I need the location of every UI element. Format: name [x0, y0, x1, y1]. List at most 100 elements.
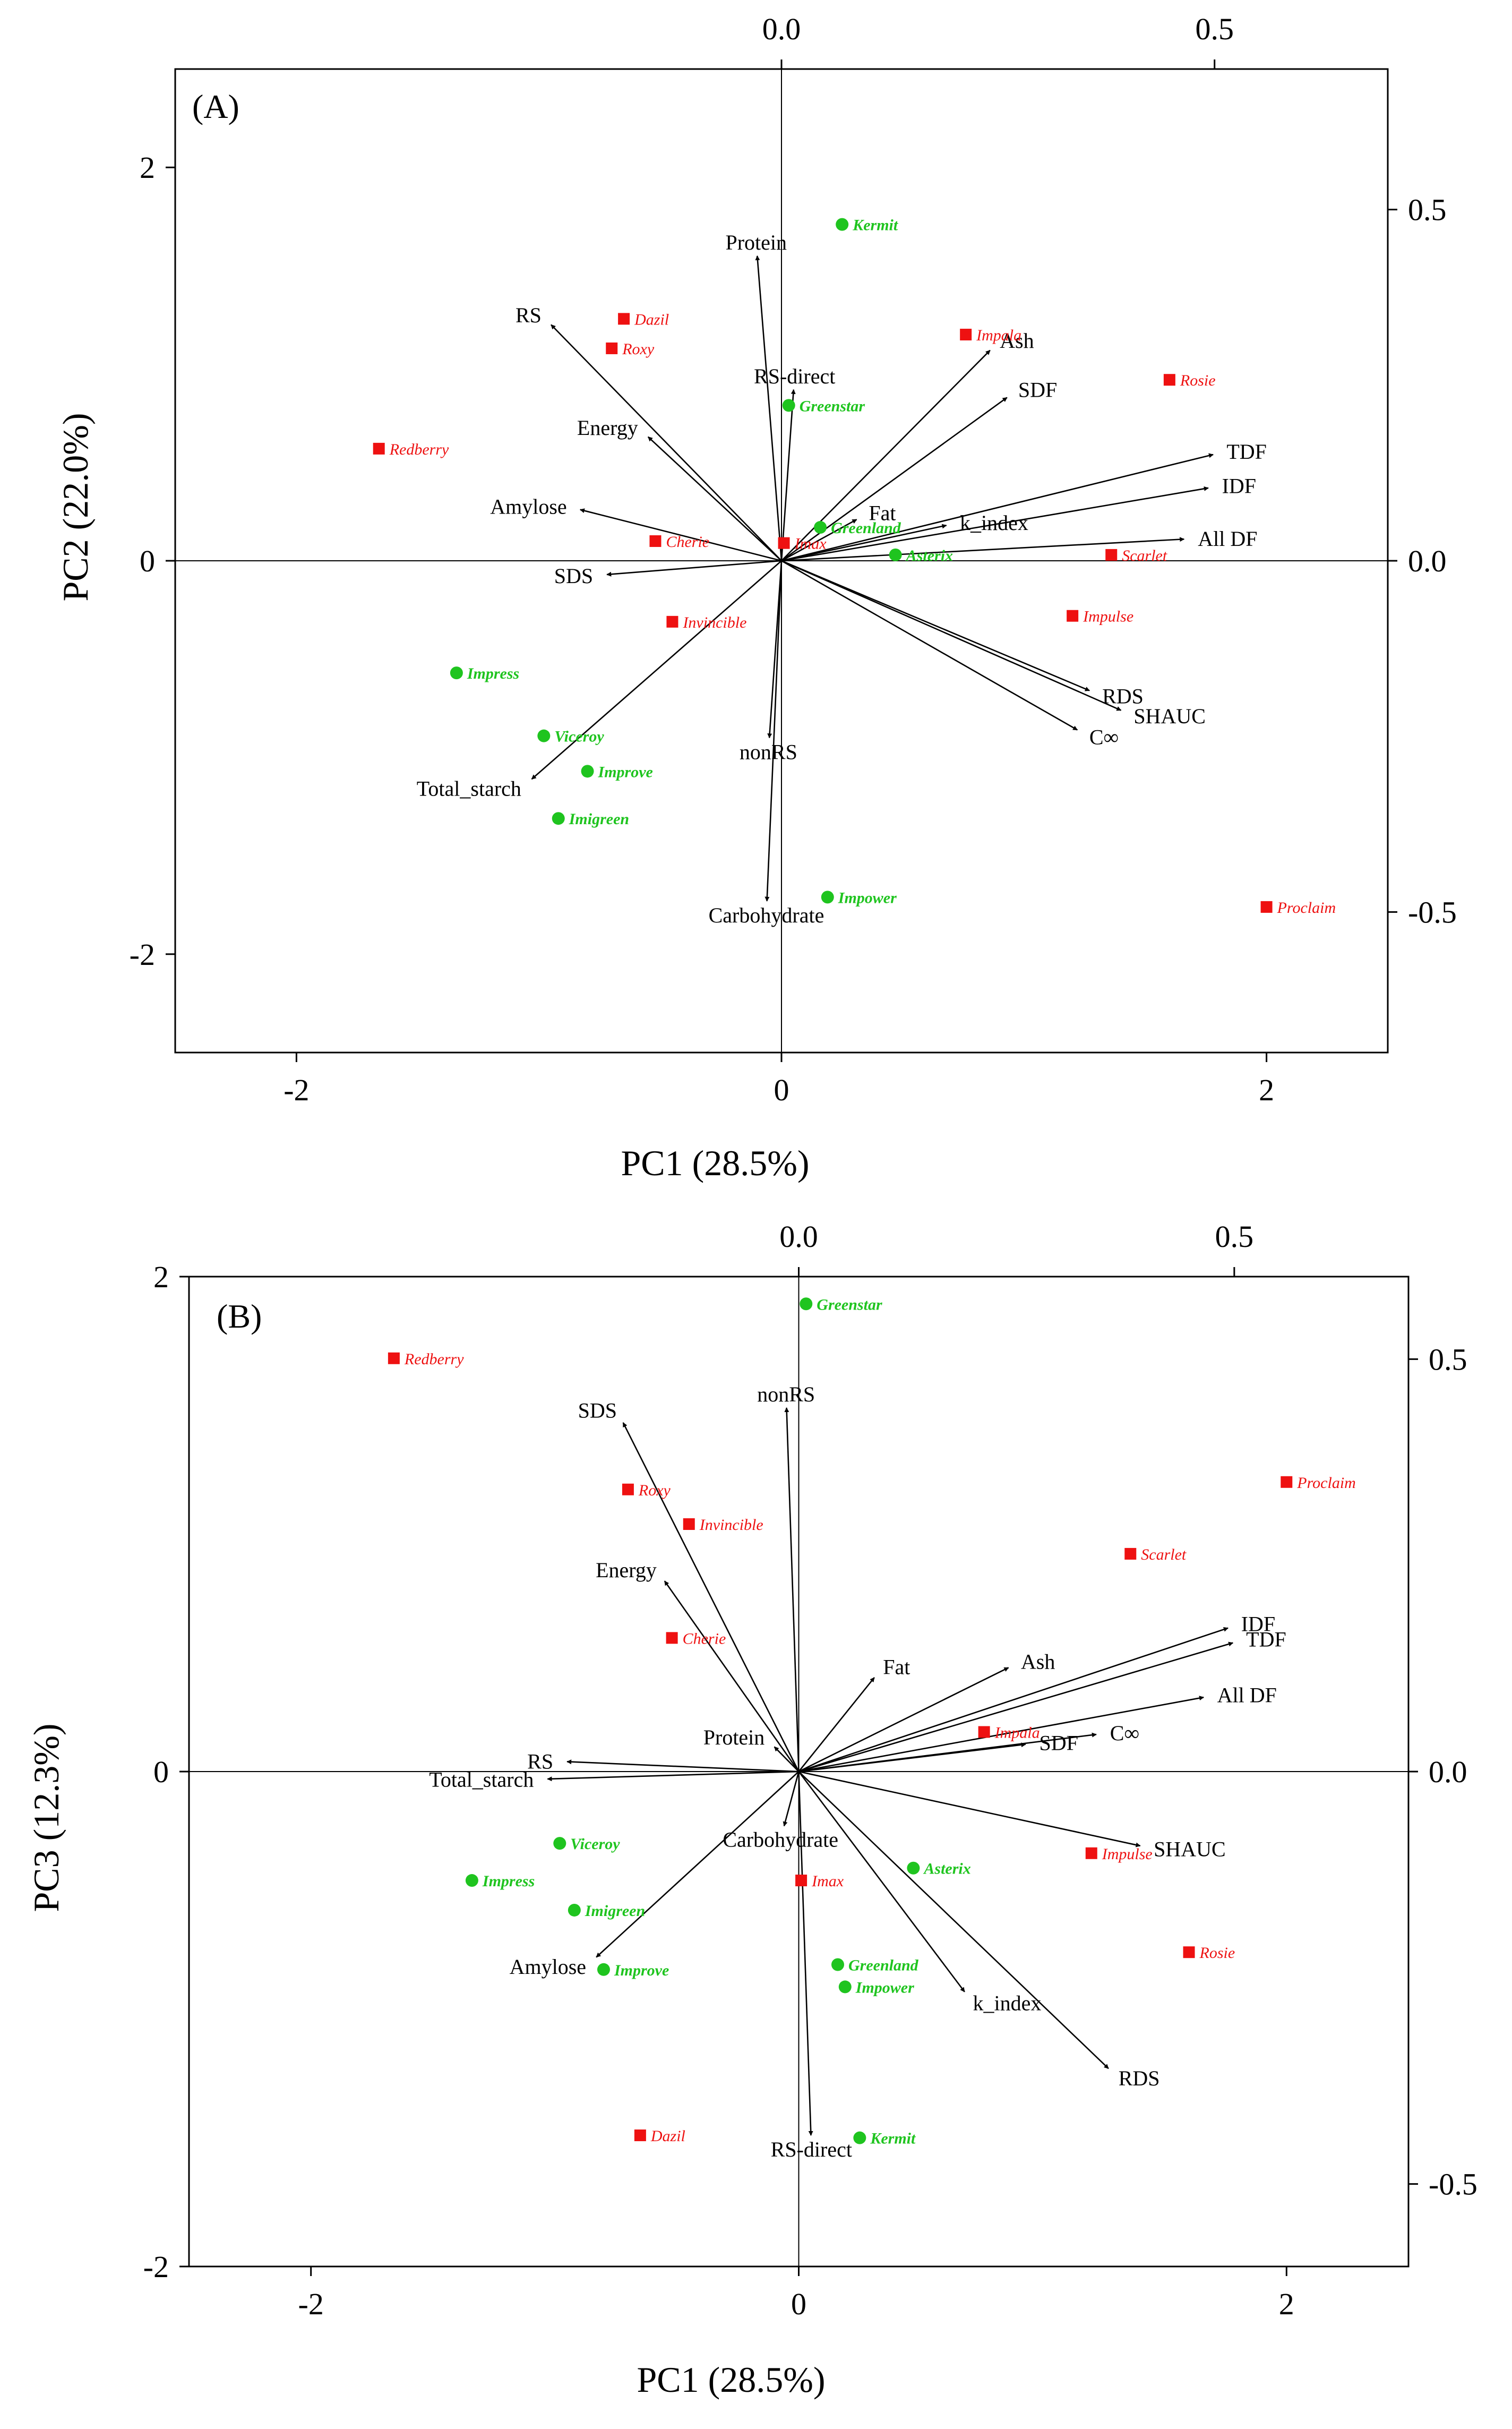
loading-arrow — [798, 1696, 1204, 1773]
loading-arrow — [606, 560, 782, 577]
variable-label: Carbohydrate — [723, 1828, 838, 1852]
loading-arrow — [547, 1771, 799, 1782]
cultivar-point-green — [537, 729, 551, 742]
cultivar-point-red — [388, 1352, 400, 1364]
variable-label: SDS — [554, 564, 593, 588]
cultivar-label: Impala — [994, 1724, 1040, 1741]
cultivar-label: Impress — [482, 1872, 535, 1890]
variable-label: C∞ — [1110, 1721, 1139, 1745]
cultivar-label: Improve — [598, 763, 653, 781]
y-tick-label: 2 — [153, 1260, 169, 1294]
cultivar-label: Scarlet — [1141, 1546, 1187, 1563]
variable-label: Fat — [883, 1655, 910, 1679]
cultivar-labels: Kermit Dazil Roxy Impala Rosie Greenstar Redbe… — [389, 217, 1336, 917]
cultivar-point-red — [795, 1875, 807, 1887]
x-tick-label: -2 — [284, 1073, 309, 1107]
cultivar-point-red — [978, 1726, 990, 1738]
cultivar-point-green — [853, 2131, 866, 2144]
variable-label: Amylose — [490, 494, 566, 518]
cultivar-point-red — [618, 313, 630, 325]
cultivar-point-red — [1067, 610, 1079, 622]
loading-arrow — [664, 1580, 800, 1772]
variable-loading-vectors — [547, 1407, 1234, 2136]
variable-labels: Protein RS RS-direct Energy Amylose SDS Ash SDF… — [417, 230, 1267, 927]
cultivar-label: Impulse — [1083, 608, 1133, 626]
right-tick-label: 0.0 — [1408, 544, 1447, 578]
cultivar-label: Dazil — [650, 2127, 685, 2145]
variable-label: RDS — [1102, 685, 1144, 708]
cultivar-label: Proclaim — [1277, 899, 1336, 917]
variable-label: nonRS — [757, 1382, 815, 1406]
cultivar-label: Scarlet — [1122, 547, 1167, 565]
cultivar-point-green — [889, 548, 902, 561]
variable-label: SHAUC — [1133, 704, 1206, 728]
loading-arrow — [798, 1641, 1234, 1773]
cultivar-label: Invincible — [682, 614, 746, 631]
cultivar-label: Greenland — [831, 519, 901, 537]
variable-label: All DF — [1198, 527, 1257, 551]
loading-arrow — [596, 1771, 800, 1958]
cultivar-label: Kermit — [870, 2130, 916, 2148]
cultivar-point-red — [622, 1483, 634, 1495]
cultivar-label: Redberry — [404, 1350, 464, 1368]
x-axis-title: PC1 (28.5%) — [637, 2359, 825, 2400]
variable-label: IDF — [1241, 1612, 1275, 1636]
cultivar-point-green — [800, 1297, 813, 1311]
loading-arrow — [798, 1771, 1141, 1848]
right-tick-label: 0.0 — [1429, 1755, 1467, 1789]
x-tick-label: 0 — [774, 1073, 789, 1107]
loading-arrow — [551, 324, 782, 561]
x-axis-title: PC1 (28.5%) — [621, 1143, 809, 1183]
cultivar-point-red — [1260, 901, 1273, 913]
loading-arrow — [798, 1771, 965, 1992]
loading-arrow — [798, 1771, 813, 2136]
cultivar-point-green — [465, 1874, 478, 1887]
cultivar-point-red — [1163, 374, 1175, 386]
cultivar-label: Impower — [838, 889, 897, 906]
variable-label: RS-direct — [754, 364, 835, 388]
loading-arrow — [781, 560, 1078, 731]
cultivar-point-green — [907, 1861, 920, 1875]
cultivar-label: Dazil — [634, 311, 669, 328]
variable-label: SDF — [1040, 1731, 1078, 1755]
axis-ticks: -2 0 2 -2 0 2 0.0 0.5 -0.5 0.0 0.5 — [143, 1219, 1477, 2321]
cultivar-label: Roxy — [638, 1482, 671, 1499]
top-tick-label: 0.0 — [762, 12, 801, 46]
cultivar-label: Rosie — [1199, 1944, 1235, 1962]
cultivar-label: Asterix — [905, 547, 953, 565]
loading-arrow — [784, 1407, 800, 1772]
loading-arrow — [622, 1422, 800, 1772]
cultivar-point-green — [597, 1963, 610, 1976]
top-tick-label: 0.5 — [1195, 12, 1234, 46]
x-tick-label: -2 — [298, 2287, 324, 2321]
cultivar-label: Greenland — [848, 1956, 919, 1974]
top-tick-label: 0.0 — [779, 1219, 818, 1254]
cultivar-label: Cherie — [683, 1630, 726, 1647]
variable-label: k_index — [973, 1991, 1042, 2015]
x-tick-label: 0 — [791, 2287, 806, 2321]
cultivar-label: Improve — [614, 1962, 669, 1979]
loading-arrow — [531, 560, 782, 780]
variable-label: Total_starch — [417, 776, 521, 800]
variable-label: Fat — [869, 501, 896, 525]
cultivar-label: Imigreen — [585, 1902, 645, 1920]
y-tick-label: -2 — [143, 2250, 169, 2284]
cultivar-score-points — [388, 1297, 1293, 2144]
variable-label: Energy — [577, 416, 638, 440]
variable-label: TDF — [1246, 1627, 1286, 1651]
top-tick-label: 0.5 — [1215, 1219, 1254, 1254]
variable-label: RS — [527, 1749, 553, 1773]
cultivar-label: Roxy — [622, 340, 655, 358]
cultivar-label: Imax — [811, 1872, 844, 1890]
cultivar-point-red — [960, 329, 972, 341]
y-tick-label: 0 — [140, 544, 155, 578]
cultivar-label: Impower — [855, 1979, 914, 1996]
loading-arrow — [798, 1771, 1109, 2069]
variable-label: SDF — [1018, 378, 1057, 401]
variable-label: nonRS — [740, 740, 797, 764]
variable-label: Energy — [596, 1558, 657, 1582]
cultivar-label: Rosie — [1180, 372, 1216, 389]
cultivar-labels: Greenstar Redberry Proclaim Roxy Invincible S… — [404, 1296, 1356, 2147]
loading-arrow — [798, 1667, 1009, 1773]
loading-arrow — [767, 560, 783, 739]
